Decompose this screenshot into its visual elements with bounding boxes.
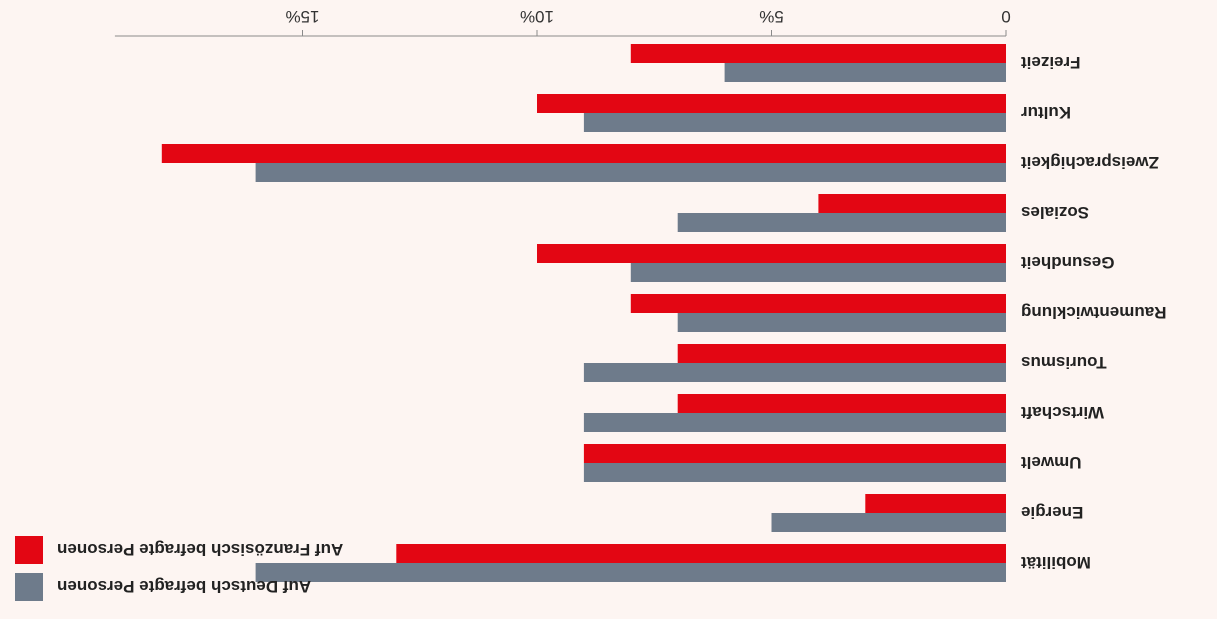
bar-franzoesisch (677, 344, 1006, 363)
bar-franzoesisch (396, 544, 1006, 563)
category-label: Zweisprachigkeit (1021, 153, 1159, 172)
category-label: Umwelt (1021, 453, 1082, 472)
bar-deutsch (677, 313, 1006, 332)
category-labels: Mobilität Energie Umwelt Wirtschaft Tourismu… (1021, 53, 1167, 572)
bar-deutsch (255, 163, 1006, 182)
category-label: Energie (1021, 503, 1083, 522)
bar-franzoesisch (818, 194, 1006, 213)
bar-franzoesisch (537, 244, 1006, 263)
category-label: Raumentwicklung (1021, 303, 1166, 322)
bar-deutsch (255, 563, 1006, 582)
legend-label: Auf Deutsch befragte Personen (57, 577, 311, 596)
category-label: Mobilität (1021, 553, 1091, 572)
bar-deutsch (583, 113, 1006, 132)
legend-swatch (15, 573, 43, 601)
bar-franzoesisch (677, 394, 1006, 413)
x-tick-label: 5% (759, 7, 784, 26)
category-label: Gesundheit (1021, 253, 1115, 272)
chart-content: 0 5% 10% 15% Mobilität Energie Umwelt Wirtscha… (15, 7, 1166, 601)
category-label: Wirtschaft (1021, 403, 1104, 422)
bar-franzoesisch (583, 444, 1006, 463)
bar-deutsch (583, 463, 1006, 482)
bar-franzoesisch (630, 44, 1006, 63)
x-tick-label: 15% (285, 7, 319, 26)
bar-deutsch (771, 513, 1006, 532)
category-label: Tourismus (1021, 353, 1107, 372)
bar-deutsch (677, 213, 1006, 232)
bar-deutsch (583, 413, 1006, 432)
bar-franzoesisch (630, 294, 1006, 313)
bar-deutsch (583, 363, 1006, 382)
legend: Auf Deutsch befragte Personen Auf Französ… (15, 536, 343, 601)
bar-deutsch (724, 63, 1006, 82)
x-axis: 0 5% 10% 15% (114, 7, 1011, 37)
x-tick-label: 10% (520, 7, 554, 26)
bar-deutsch (630, 263, 1006, 282)
bars (161, 44, 1006, 582)
category-label: Kultur (1021, 103, 1071, 122)
bar-franzoesisch (537, 94, 1006, 113)
legend-label: Auf Französisch befragte Personen (57, 540, 343, 559)
legend-swatch (15, 536, 43, 564)
bar-franzoesisch (161, 144, 1006, 163)
bar-franzoesisch (865, 494, 1006, 513)
category-label: Freizeit (1021, 53, 1081, 72)
x-tick-label: 0 (1001, 7, 1010, 26)
category-label: Soziales (1021, 203, 1089, 222)
